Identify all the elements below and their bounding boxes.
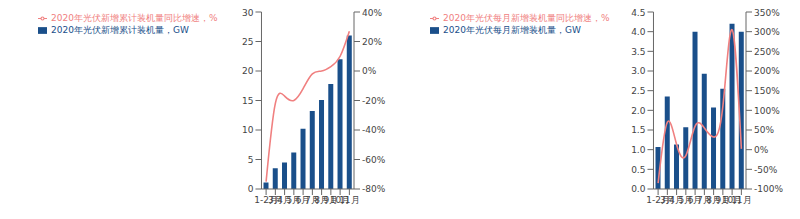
svg-text:20%: 20% <box>362 37 382 47</box>
svg-text:5月: 5月 <box>678 195 694 206</box>
svg-text:20: 20 <box>242 66 254 76</box>
svg-text:100%: 100% <box>754 106 780 116</box>
svg-text:0: 0 <box>248 184 254 194</box>
svg-text:1-2月: 1-2月 <box>254 195 278 206</box>
svg-text:6月: 6月 <box>687 195 703 206</box>
svg-text:2.5: 2.5 <box>631 86 645 96</box>
svg-text:5: 5 <box>248 155 254 165</box>
svg-text:4月: 4月 <box>669 195 684 206</box>
svg-text:-20%: -20% <box>362 96 386 106</box>
svg-text:-80%: -80% <box>362 184 386 194</box>
svg-text:1.5: 1.5 <box>631 125 645 135</box>
svg-text:7月: 7月 <box>697 195 712 206</box>
svg-text:3月: 3月 <box>660 195 675 206</box>
svg-text:11月: 11月 <box>339 195 359 205</box>
svg-text:25: 25 <box>242 37 253 47</box>
svg-text:5月: 5月 <box>286 195 302 206</box>
svg-text:6月: 6月 <box>295 195 311 206</box>
svg-text:8月: 8月 <box>314 195 329 206</box>
svg-text:0%: 0% <box>362 66 377 76</box>
svg-text:1-2月: 1-2月 <box>646 195 670 206</box>
svg-text:0.0: 0.0 <box>631 184 646 194</box>
svg-text:4月: 4月 <box>277 195 292 206</box>
svg-text:1.0: 1.0 <box>631 145 646 155</box>
svg-text:3月: 3月 <box>268 195 283 206</box>
svg-text:200%: 200% <box>754 66 780 76</box>
svg-text:30: 30 <box>242 8 254 18</box>
svg-text:3.0: 3.0 <box>631 66 646 76</box>
html-text:2020年光伏每月新增装机量同比增速，%: 2020年光伏每月新增装机量同比增速，% <box>443 13 610 23</box>
svg-text:350%: 350% <box>754 8 780 18</box>
svg-text:7月: 7月 <box>305 195 320 206</box>
svg-text:-60%: -60% <box>362 155 386 165</box>
html-text:2020年光伏新增累计装机量同比增速，%: 2020年光伏新增累计装机量同比增速，% <box>51 13 218 23</box>
svg-text:8月: 8月 <box>706 195 721 206</box>
svg-text:250%: 250% <box>754 47 780 57</box>
svg-text:300%: 300% <box>754 27 780 37</box>
svg-text:4.5: 4.5 <box>631 8 645 18</box>
svg-text:-50%: -50% <box>754 165 778 175</box>
html-text:2020年光伏每月新增装机量，GW: 2020年光伏每月新增装机量，GW <box>443 25 581 35</box>
svg-text:15: 15 <box>242 96 253 106</box>
svg-text:-40%: -40% <box>362 125 386 135</box>
svg-text:50%: 50% <box>754 125 774 135</box>
svg-text:11月: 11月 <box>731 195 751 205</box>
svg-text:40%: 40% <box>362 8 382 18</box>
svg-text:2.0: 2.0 <box>631 106 646 116</box>
svg-text:4.0: 4.0 <box>631 27 646 37</box>
svg-text:-100%: -100% <box>754 184 783 194</box>
svg-text:150%: 150% <box>754 86 780 96</box>
svg-text:10: 10 <box>242 125 254 135</box>
svg-text:3.5: 3.5 <box>631 47 645 57</box>
svg-text:0%: 0% <box>754 145 769 155</box>
html-text:2020年光伏新增累计装机量，GW: 2020年光伏新增累计装机量，GW <box>51 25 189 35</box>
svg-text:0.5: 0.5 <box>631 165 645 175</box>
